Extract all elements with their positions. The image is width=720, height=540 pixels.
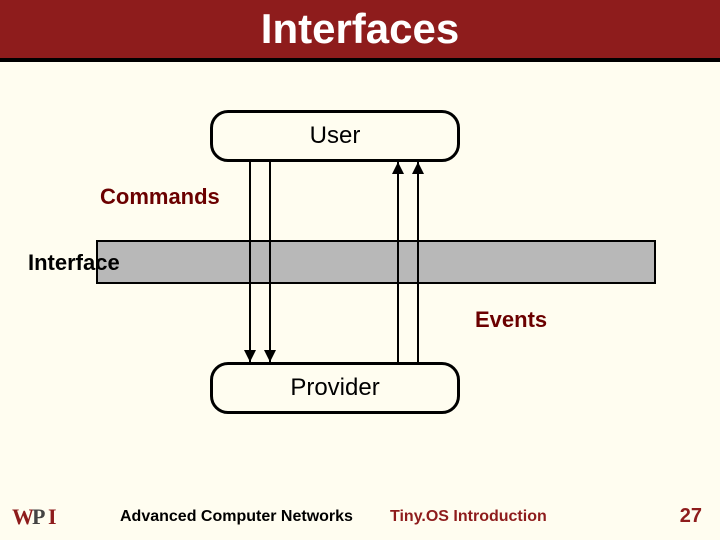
user-node: User <box>210 110 460 162</box>
events-label: Events <box>475 307 547 333</box>
user-node-label: User <box>310 122 361 150</box>
footer-topic: Tiny.OS Introduction <box>390 508 547 526</box>
interface-label: Interface <box>28 250 120 276</box>
svg-text:I: I <box>48 504 57 529</box>
provider-node: Provider <box>210 362 460 414</box>
svg-text:P: P <box>32 504 45 529</box>
svg-text:W: W <box>12 504 34 529</box>
diagram-area: Interface User Provider Commands Events <box>0 62 720 482</box>
title-bar: Interfaces <box>0 0 720 62</box>
footer-course: Advanced Computer Networks <box>120 508 353 526</box>
provider-node-label: Provider <box>290 374 379 402</box>
interface-bar <box>96 240 656 284</box>
wpi-logo: W P I <box>12 502 68 530</box>
slide-title: Interfaces <box>261 5 459 53</box>
slide-number: 27 <box>680 505 702 528</box>
commands-label: Commands <box>100 184 220 210</box>
